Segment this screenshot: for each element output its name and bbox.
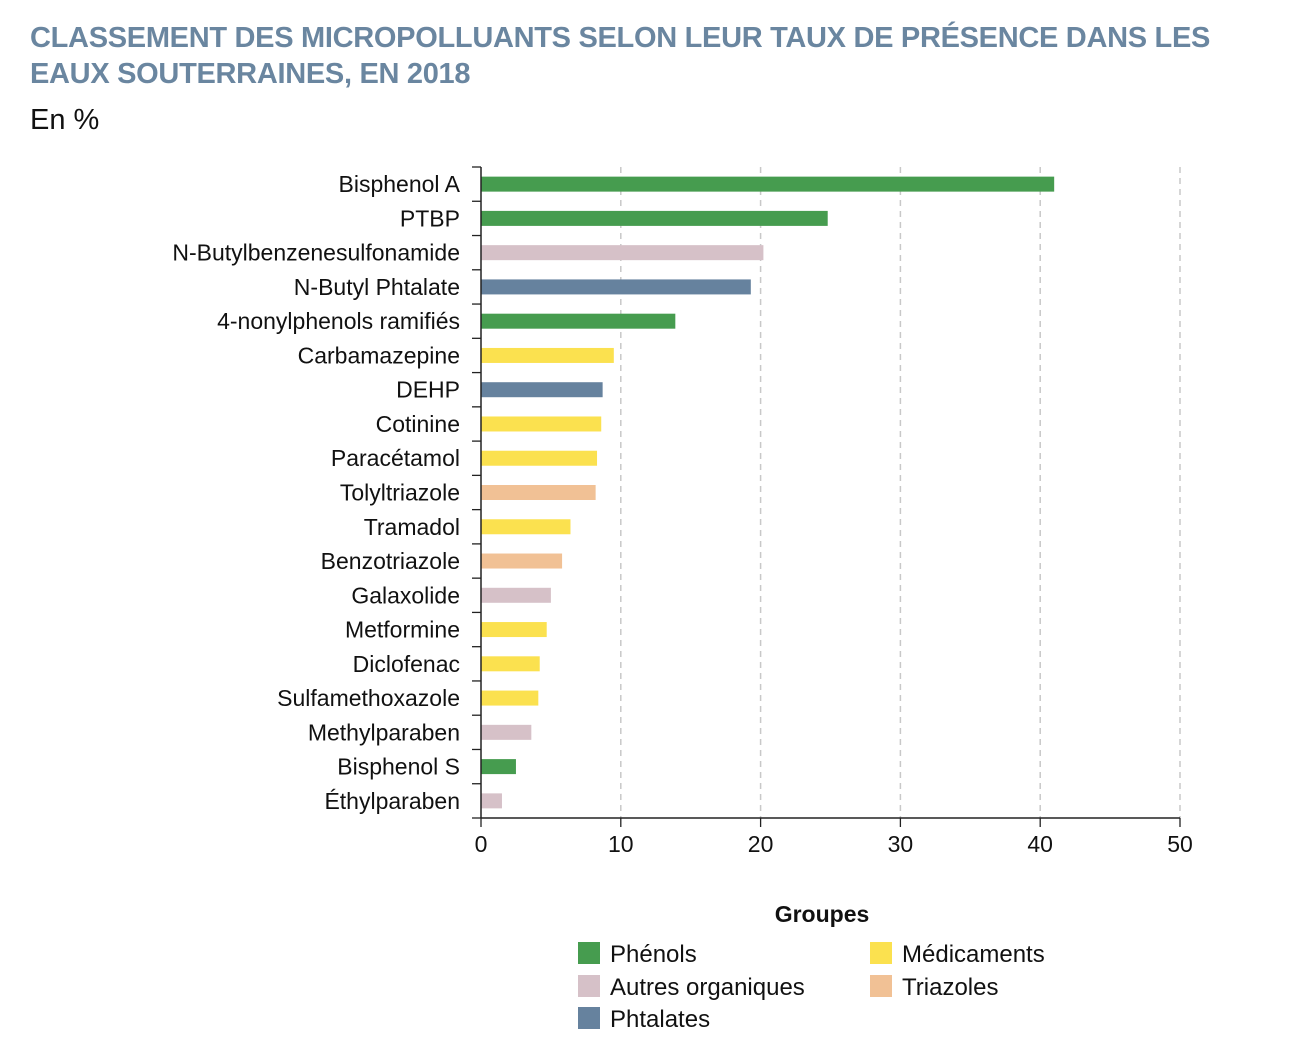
bar bbox=[481, 485, 596, 500]
bar bbox=[481, 519, 571, 535]
category-label: 4-nonylphenols ramifiés bbox=[217, 308, 460, 334]
bar bbox=[481, 793, 502, 809]
x-tick-label: 10 bbox=[608, 831, 634, 857]
category-label: Carbamazepine bbox=[298, 342, 460, 368]
bar bbox=[481, 347, 614, 363]
bar bbox=[481, 553, 563, 569]
x-tick-label: 20 bbox=[748, 831, 774, 857]
legend-swatch bbox=[870, 975, 892, 997]
category-label: Bisphenol S bbox=[337, 754, 460, 780]
category-label: Paracétamol bbox=[331, 445, 460, 471]
category-label: Éthylparaben bbox=[324, 788, 460, 814]
bar bbox=[481, 245, 764, 261]
category-label: Galaxolide bbox=[351, 582, 460, 608]
legend-label: Autres organiques bbox=[610, 974, 805, 1001]
category-label: Diclofenac bbox=[353, 651, 460, 677]
bar bbox=[481, 210, 828, 226]
x-tick-label: 30 bbox=[888, 831, 914, 857]
category-label: DEHP bbox=[396, 377, 460, 403]
x-tick-label: 40 bbox=[1027, 831, 1053, 857]
bar bbox=[481, 587, 551, 603]
chart-subtitle: En % bbox=[30, 104, 100, 136]
legend-label: Phtalates bbox=[610, 1006, 710, 1033]
bar bbox=[481, 176, 1055, 192]
bar bbox=[481, 690, 539, 706]
category-label: Tramadol bbox=[364, 514, 460, 540]
category-label: Metformine bbox=[345, 617, 460, 643]
x-tick-label: 50 bbox=[1167, 831, 1193, 857]
category-label: Tolyltriazole bbox=[340, 480, 460, 506]
category-label: Cotinine bbox=[376, 411, 460, 437]
chart-title: CLASSEMENT DES MICROPOLLUANTS SELON LEUR… bbox=[30, 22, 1211, 90]
legend-title: Groupes bbox=[775, 901, 870, 927]
bar bbox=[481, 656, 540, 672]
bar bbox=[481, 622, 547, 638]
legend-label: Médicaments bbox=[902, 941, 1045, 968]
bar bbox=[481, 313, 676, 329]
category-label: PTBP bbox=[400, 205, 460, 231]
category-label: N-Butylbenzenesulfonamide bbox=[172, 240, 460, 266]
bar bbox=[481, 759, 516, 775]
legend-label: Phénols bbox=[610, 941, 697, 968]
legend-swatch bbox=[870, 942, 892, 964]
category-label: Benzotriazole bbox=[321, 548, 460, 574]
bar bbox=[481, 279, 751, 295]
category-label: Sulfamethoxazole bbox=[277, 685, 460, 711]
x-tick-label: 0 bbox=[475, 831, 488, 857]
legend-swatch bbox=[578, 942, 600, 964]
bar bbox=[481, 382, 603, 398]
bar bbox=[481, 724, 532, 740]
bar bbox=[481, 450, 598, 466]
legend-swatch bbox=[578, 975, 600, 997]
category-label: Bisphenol A bbox=[339, 171, 461, 197]
legend-swatch bbox=[578, 1007, 600, 1029]
legend-label: Triazoles bbox=[902, 974, 998, 1001]
bar bbox=[481, 416, 602, 432]
category-label: N-Butyl Phtalate bbox=[294, 274, 460, 300]
category-label: Methylparaben bbox=[308, 719, 460, 745]
